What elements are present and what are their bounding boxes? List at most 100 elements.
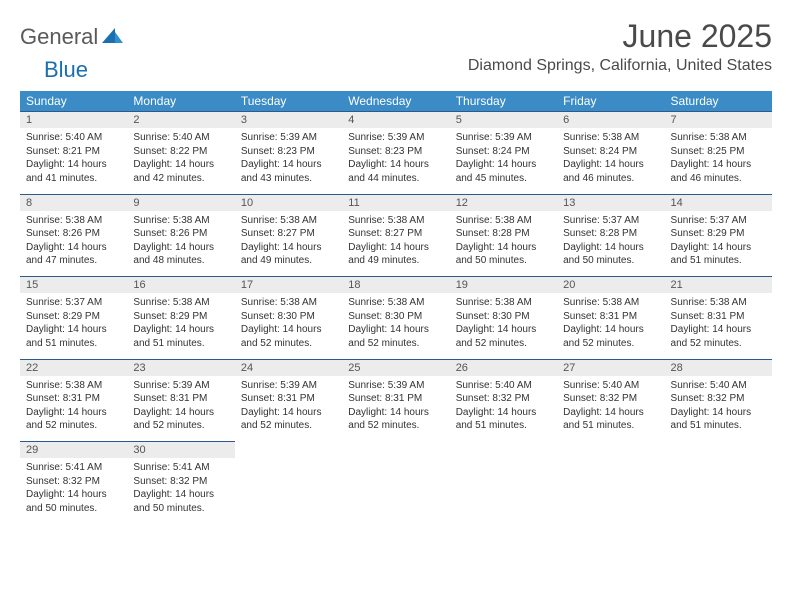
daylight-text-1: Daylight: 14 hours <box>241 406 336 420</box>
day-number-cell: 8 <box>20 194 127 211</box>
daylight-text-1: Daylight: 14 hours <box>456 406 551 420</box>
daylight-text-1: Daylight: 14 hours <box>563 241 658 255</box>
day-content-cell: Sunrise: 5:38 AMSunset: 8:27 PMDaylight:… <box>342 211 449 277</box>
sunrise-text: Sunrise: 5:38 AM <box>563 296 658 310</box>
sunrise-text: Sunrise: 5:38 AM <box>26 214 121 228</box>
sunrise-text: Sunrise: 5:38 AM <box>563 131 658 145</box>
sunset-text: Sunset: 8:32 PM <box>563 392 658 406</box>
sunset-text: Sunset: 8:31 PM <box>26 392 121 406</box>
sunrise-text: Sunrise: 5:40 AM <box>133 131 228 145</box>
logo-text-blue: Blue <box>44 57 88 83</box>
logo: General <box>20 24 126 50</box>
sunrise-text: Sunrise: 5:40 AM <box>671 379 766 393</box>
sunset-text: Sunset: 8:32 PM <box>456 392 551 406</box>
sunrise-text: Sunrise: 5:38 AM <box>241 214 336 228</box>
sunset-text: Sunset: 8:31 PM <box>133 392 228 406</box>
day-number-cell: 24 <box>235 359 342 376</box>
daylight-text-1: Daylight: 14 hours <box>241 241 336 255</box>
day-content-row: Sunrise: 5:38 AMSunset: 8:31 PMDaylight:… <box>20 376 772 442</box>
daylight-text-1: Daylight: 14 hours <box>456 323 551 337</box>
daylight-text-2: and 51 minutes. <box>563 419 658 433</box>
day-content-cell: Sunrise: 5:37 AMSunset: 8:29 PMDaylight:… <box>665 211 772 277</box>
day-content-cell: Sunrise: 5:40 AMSunset: 8:21 PMDaylight:… <box>20 128 127 194</box>
day-content-cell: Sunrise: 5:38 AMSunset: 8:31 PMDaylight:… <box>665 293 772 359</box>
daylight-text-1: Daylight: 14 hours <box>26 406 121 420</box>
daylight-text-2: and 49 minutes. <box>348 254 443 268</box>
day-content-row: Sunrise: 5:40 AMSunset: 8:21 PMDaylight:… <box>20 128 772 194</box>
sunrise-text: Sunrise: 5:38 AM <box>348 296 443 310</box>
day-number-row: 2930 <box>20 442 772 459</box>
sunrise-text: Sunrise: 5:37 AM <box>563 214 658 228</box>
daylight-text-1: Daylight: 14 hours <box>133 158 228 172</box>
day-number-cell: 6 <box>557 112 664 129</box>
day-number-cell: 11 <box>342 194 449 211</box>
daylight-text-2: and 51 minutes. <box>671 254 766 268</box>
sunset-text: Sunset: 8:24 PM <box>456 145 551 159</box>
sunrise-text: Sunrise: 5:38 AM <box>26 379 121 393</box>
daylight-text-2: and 51 minutes. <box>133 337 228 351</box>
sunset-text: Sunset: 8:32 PM <box>133 475 228 489</box>
day-number-cell: 18 <box>342 277 449 294</box>
day-number-cell: 15 <box>20 277 127 294</box>
day-number-row: 1234567 <box>20 112 772 129</box>
day-number-cell <box>342 442 449 459</box>
daylight-text-2: and 45 minutes. <box>456 172 551 186</box>
daylight-text-2: and 48 minutes. <box>133 254 228 268</box>
sunset-text: Sunset: 8:31 PM <box>348 392 443 406</box>
sunrise-text: Sunrise: 5:38 AM <box>133 214 228 228</box>
sunrise-text: Sunrise: 5:38 AM <box>348 214 443 228</box>
daylight-text-2: and 51 minutes. <box>456 419 551 433</box>
sunrise-text: Sunrise: 5:39 AM <box>348 379 443 393</box>
sunrise-text: Sunrise: 5:38 AM <box>671 296 766 310</box>
day-number-cell: 22 <box>20 359 127 376</box>
sunset-text: Sunset: 8:21 PM <box>26 145 121 159</box>
day-number-cell: 28 <box>665 359 772 376</box>
daylight-text-2: and 51 minutes. <box>26 337 121 351</box>
logo-text-general: General <box>20 24 98 50</box>
day-content-cell: Sunrise: 5:38 AMSunset: 8:27 PMDaylight:… <box>235 211 342 277</box>
sunset-text: Sunset: 8:27 PM <box>348 227 443 241</box>
day-number-cell: 4 <box>342 112 449 129</box>
daylight-text-2: and 50 minutes. <box>456 254 551 268</box>
day-number-cell: 7 <box>665 112 772 129</box>
day-number-cell: 10 <box>235 194 342 211</box>
daylight-text-2: and 42 minutes. <box>133 172 228 186</box>
sunset-text: Sunset: 8:27 PM <box>241 227 336 241</box>
daylight-text-2: and 41 minutes. <box>26 172 121 186</box>
day-number-cell: 19 <box>450 277 557 294</box>
sunset-text: Sunset: 8:26 PM <box>26 227 121 241</box>
daylight-text-1: Daylight: 14 hours <box>133 241 228 255</box>
sunset-text: Sunset: 8:23 PM <box>348 145 443 159</box>
day-number-cell: 9 <box>127 194 234 211</box>
sunset-text: Sunset: 8:29 PM <box>26 310 121 324</box>
day-number-cell: 21 <box>665 277 772 294</box>
weekday-header: Friday <box>557 91 664 112</box>
day-number-cell: 20 <box>557 277 664 294</box>
day-content-cell: Sunrise: 5:38 AMSunset: 8:31 PMDaylight:… <box>20 376 127 442</box>
daylight-text-1: Daylight: 14 hours <box>671 323 766 337</box>
day-number-cell: 5 <box>450 112 557 129</box>
daylight-text-2: and 47 minutes. <box>26 254 121 268</box>
day-content-cell: Sunrise: 5:41 AMSunset: 8:32 PMDaylight:… <box>127 458 234 524</box>
day-content-cell: Sunrise: 5:38 AMSunset: 8:30 PMDaylight:… <box>342 293 449 359</box>
day-content-cell: Sunrise: 5:40 AMSunset: 8:32 PMDaylight:… <box>665 376 772 442</box>
daylight-text-2: and 52 minutes. <box>563 337 658 351</box>
daylight-text-1: Daylight: 14 hours <box>26 323 121 337</box>
sunrise-text: Sunrise: 5:38 AM <box>241 296 336 310</box>
day-content-cell <box>557 458 664 524</box>
weekday-header: Sunday <box>20 91 127 112</box>
daylight-text-1: Daylight: 14 hours <box>563 323 658 337</box>
sunrise-text: Sunrise: 5:38 AM <box>133 296 228 310</box>
day-number-row: 15161718192021 <box>20 277 772 294</box>
day-content-cell: Sunrise: 5:39 AMSunset: 8:31 PMDaylight:… <box>127 376 234 442</box>
sunset-text: Sunset: 8:30 PM <box>241 310 336 324</box>
daylight-text-1: Daylight: 14 hours <box>348 158 443 172</box>
sunrise-text: Sunrise: 5:39 AM <box>456 131 551 145</box>
sunrise-text: Sunrise: 5:40 AM <box>26 131 121 145</box>
day-content-cell: Sunrise: 5:40 AMSunset: 8:32 PMDaylight:… <box>557 376 664 442</box>
sunset-text: Sunset: 8:29 PM <box>133 310 228 324</box>
day-content-cell: Sunrise: 5:37 AMSunset: 8:29 PMDaylight:… <box>20 293 127 359</box>
day-number-cell <box>665 442 772 459</box>
daylight-text-1: Daylight: 14 hours <box>671 406 766 420</box>
day-number-cell <box>557 442 664 459</box>
